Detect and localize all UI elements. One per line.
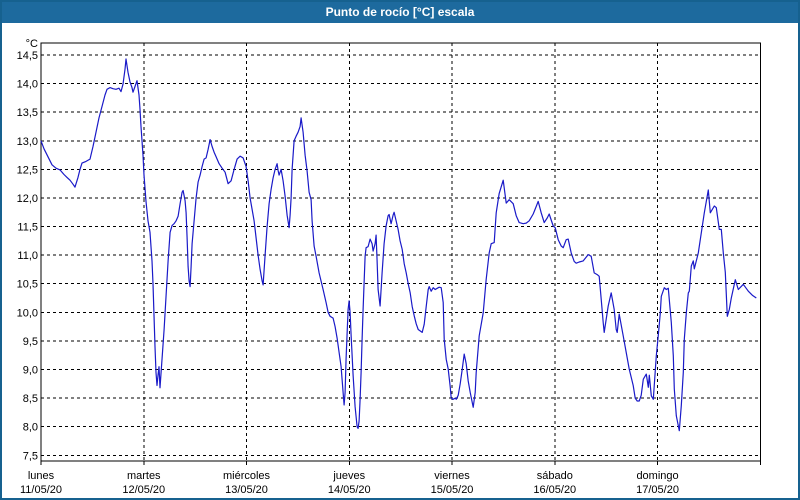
window-title: Punto de rocío [°C] escala xyxy=(325,5,475,19)
y-tick-label: 9,5 xyxy=(23,336,38,348)
x-day-label: martes xyxy=(127,470,161,482)
y-tick-label: 14,0 xyxy=(17,79,38,91)
dew-point-chart: 14,5 14,0 13,5 13,0 12,5 12,0 11,5 11,0 10,5 10,0… xyxy=(17,38,761,496)
x-day-label: lunes xyxy=(28,470,55,482)
y-tick-label: 9,0 xyxy=(23,365,38,377)
x-date-label: 13/05/20 xyxy=(225,484,268,496)
y-tick-label: 8,0 xyxy=(23,422,38,434)
x-day-label: sábado xyxy=(537,470,573,482)
dew-point-series-line xyxy=(40,58,757,432)
x-date-label: 16/05/20 xyxy=(533,484,576,496)
x-date-label: 12/05/20 xyxy=(122,484,165,496)
y-tick-label: 10,0 xyxy=(17,307,38,319)
y-tick-label: 10,5 xyxy=(17,279,38,291)
y-axis-unit-label: °C xyxy=(26,38,38,50)
y-tick-label: 13,5 xyxy=(17,107,38,119)
y-tick-label: 11,5 xyxy=(17,222,38,234)
title-bar: Punto de rocío [°C] escala xyxy=(2,2,798,23)
plot-border xyxy=(40,42,761,462)
y-tick-label: 7,5 xyxy=(23,450,38,462)
x-day-label: miércoles xyxy=(223,470,271,482)
x-date-label: 17/05/20 xyxy=(636,484,679,496)
x-date-label: 11/05/20 xyxy=(20,484,62,496)
x-day-label: viernes xyxy=(434,470,470,482)
y-tick-label: 14,5 xyxy=(17,50,38,62)
x-day-label: domingo xyxy=(636,470,678,482)
y-tick-label: 12,5 xyxy=(17,164,38,176)
x-date-label: 15/05/20 xyxy=(431,484,474,496)
x-date-label: 14/05/20 xyxy=(328,484,371,496)
y-tick-label: 12,0 xyxy=(17,193,38,205)
x-day-label: jueves xyxy=(332,470,365,482)
y-tick-label: 11,0 xyxy=(17,250,38,262)
y-tick-label: 13,0 xyxy=(17,136,38,148)
y-tick-label: 8,5 xyxy=(23,393,38,405)
